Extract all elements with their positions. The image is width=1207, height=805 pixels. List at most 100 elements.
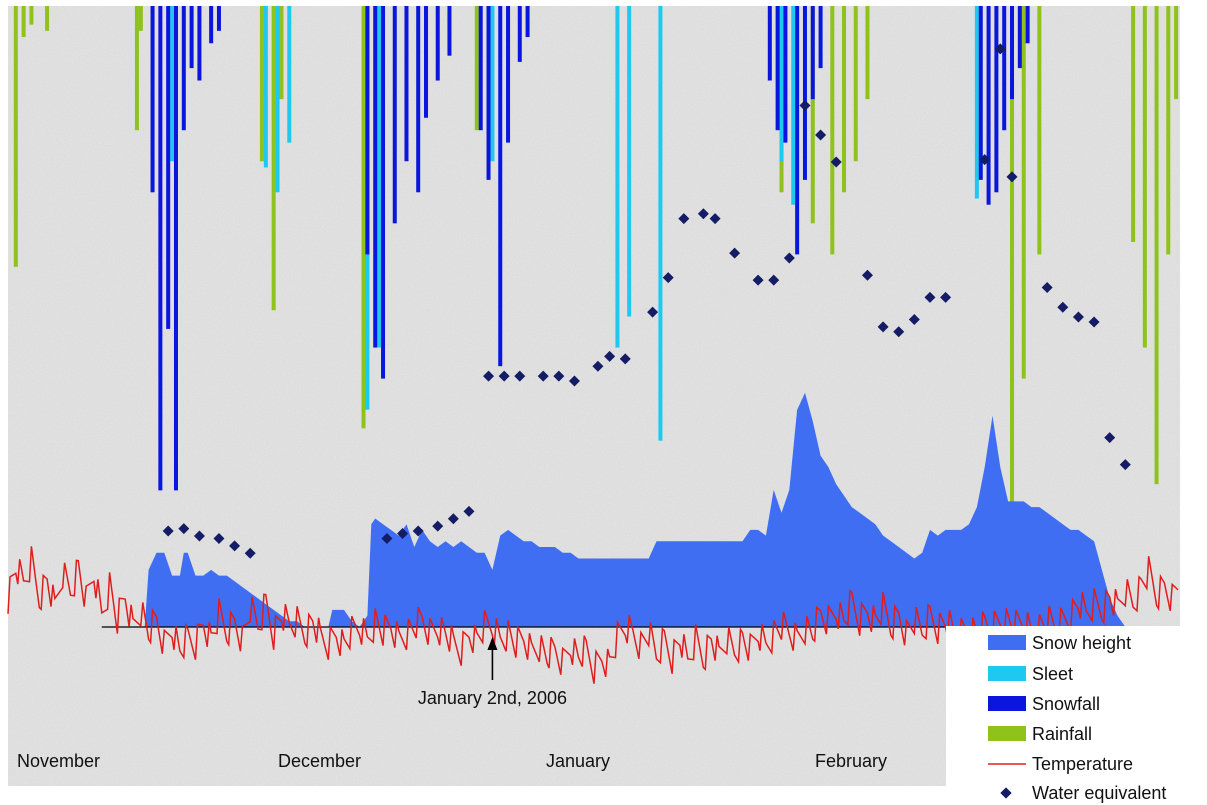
legend-swatch-snowfall xyxy=(988,696,1026,711)
sleet-bar-3 xyxy=(287,6,292,143)
snowfall-bar-23 xyxy=(525,6,530,38)
snow-height-area xyxy=(8,392,1126,627)
legend-item-temperature: Temperature xyxy=(988,754,1133,774)
rainfall-bar-16 xyxy=(865,6,870,100)
snowfall-bar-37 xyxy=(1025,6,1030,44)
snowfall-bar-2 xyxy=(166,6,171,329)
legend-item-water-equivalent: Water equivalent xyxy=(1000,783,1166,803)
snowfall-bar-7 xyxy=(209,6,214,44)
legend-label-snow-height: Snow height xyxy=(1032,633,1131,653)
month-labels: November December January February xyxy=(17,751,887,771)
date-annotation: January 2nd, 2006 xyxy=(418,637,567,708)
legend-label-water-equivalent: Water equivalent xyxy=(1032,783,1166,803)
water-equivalent-point-26 xyxy=(729,247,741,259)
rainfall-bar-19 xyxy=(1037,6,1042,255)
snowfall-bar-21 xyxy=(506,6,511,143)
water-equivalent-point-17 xyxy=(568,375,580,387)
snowfall-bar-22 xyxy=(517,6,522,62)
legend-swatch-sleet xyxy=(988,666,1026,681)
water-equivalent-point-7 xyxy=(397,528,409,540)
legend-item-sleet: Sleet xyxy=(988,664,1073,684)
water-equivalent-point-33 xyxy=(861,269,873,281)
water-equivalent-point-46 xyxy=(1104,432,1116,444)
water-equivalent-point-35 xyxy=(893,326,905,338)
plot-background xyxy=(8,6,1180,786)
water-equivalent-point-19 xyxy=(604,350,616,362)
water-equivalent-point-29 xyxy=(783,252,795,264)
water-equivalent-point-34 xyxy=(877,321,889,333)
water-equivalent-point-10 xyxy=(447,513,459,525)
rainfall-bar-2 xyxy=(29,6,34,25)
snowfall-bar-20 xyxy=(498,6,503,367)
snowfall-bar-9 xyxy=(365,6,370,255)
water-equivalent-point-37 xyxy=(924,291,936,303)
legend-label-sleet: Sleet xyxy=(1032,664,1073,684)
rainfall-bar-3 xyxy=(45,6,50,31)
rainfall-bar-12 xyxy=(810,6,815,224)
snowfall-bar-28 xyxy=(802,6,807,180)
snowfall-bar-17 xyxy=(447,6,452,56)
water-equivalent-point-43 xyxy=(1057,301,1069,313)
water-equivalent-point-36 xyxy=(908,314,920,325)
snowfall-bar-3 xyxy=(173,6,178,491)
snowfall-bar-16 xyxy=(435,6,440,81)
precipitation-bars xyxy=(13,6,1179,528)
snowfall-bar-15 xyxy=(424,6,429,118)
rainfall-bar-9 xyxy=(361,6,366,429)
water-equivalent-point-6 xyxy=(381,532,393,544)
water-equivalent-point-41 xyxy=(1006,171,1018,183)
snowfall-bar-32 xyxy=(986,6,991,205)
water-equivalent-point-18 xyxy=(592,360,604,372)
sleet-bar-10 xyxy=(779,6,784,162)
water-equivalent-point-2 xyxy=(193,530,205,542)
month-label-january: January xyxy=(546,751,610,771)
rainfall-bar-17 xyxy=(1010,6,1015,528)
water-equivalent-point-5 xyxy=(244,547,256,559)
water-equivalent-point-30 xyxy=(799,99,811,111)
rainfall-bar-10 xyxy=(474,6,479,131)
water-equivalent-point-11 xyxy=(463,505,475,517)
water-equivalent-point-28 xyxy=(768,274,780,286)
water-equivalent-point-42 xyxy=(1041,282,1053,294)
snowfall-bar-31 xyxy=(978,6,983,180)
rainfall-bar-22 xyxy=(1154,6,1159,485)
snowfall-bar-24 xyxy=(767,6,772,81)
snowfall-bar-1 xyxy=(158,6,163,491)
water-equivalent-point-27 xyxy=(752,274,764,286)
legend-label-temperature: Temperature xyxy=(1032,754,1133,774)
snowfall-bar-8 xyxy=(216,6,221,31)
legend-label-snowfall: Snowfall xyxy=(1032,694,1100,714)
sleet-bar-8 xyxy=(627,6,632,317)
legend-swatch-snow-height xyxy=(988,635,1026,650)
rainfall-bar-13 xyxy=(830,6,835,255)
water-equivalent-point-0 xyxy=(162,525,174,537)
legend-box xyxy=(946,626,1186,805)
snowfall-bar-25 xyxy=(775,6,780,131)
snowfall-bar-12 xyxy=(392,6,397,224)
water-equivalent-point-47 xyxy=(1119,459,1131,471)
legend-item-snow-height: Snow height xyxy=(988,633,1131,653)
water-equivalent-point-13 xyxy=(498,370,510,382)
water-equivalent-point-1 xyxy=(178,523,190,535)
legend-label-rainfall: Rainfall xyxy=(1032,724,1092,744)
sleet-bar-2 xyxy=(275,6,280,193)
snow-height-area-path xyxy=(8,392,1126,627)
snowfall-bar-0 xyxy=(150,6,155,193)
snowfall-bar-36 xyxy=(1017,6,1022,69)
rainfall-bar-5 xyxy=(138,6,143,31)
water-equivalent-point-39 xyxy=(979,154,991,166)
rainfall-bar-18 xyxy=(1021,6,1026,379)
rainfall-bar-7 xyxy=(271,6,276,311)
water-equivalent-point-45 xyxy=(1088,316,1100,328)
water-equivalent-point-12 xyxy=(483,370,495,382)
rainfall-bar-6 xyxy=(259,6,264,162)
temperature-line xyxy=(7,546,1179,684)
water-equivalent-point-16 xyxy=(553,370,565,382)
snowfall-bar-10 xyxy=(373,6,378,348)
sleet-bar-7 xyxy=(615,6,620,348)
rainfall-bar-0 xyxy=(13,6,18,267)
annotation-arrowhead xyxy=(487,637,498,650)
legend-swatch-rainfall xyxy=(988,726,1026,741)
sleet-bar-6 xyxy=(490,6,495,162)
water-equivalent-point-44 xyxy=(1072,311,1084,323)
